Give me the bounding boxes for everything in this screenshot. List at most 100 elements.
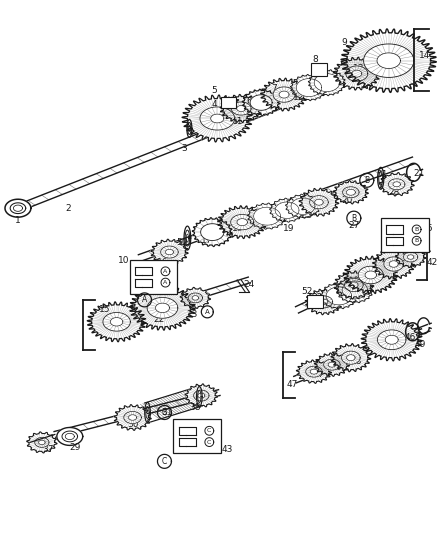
Text: 25: 25 — [300, 211, 312, 220]
Polygon shape — [57, 427, 83, 446]
Text: 45: 45 — [330, 363, 342, 372]
Text: 44: 44 — [311, 370, 322, 379]
Polygon shape — [185, 384, 218, 407]
Polygon shape — [314, 353, 350, 376]
Polygon shape — [291, 198, 315, 214]
Polygon shape — [261, 78, 307, 111]
Text: 5: 5 — [212, 86, 217, 95]
Text: A: A — [163, 280, 168, 285]
Text: B: B — [364, 176, 369, 185]
Polygon shape — [315, 296, 333, 308]
Text: 28: 28 — [388, 188, 399, 197]
Text: 16: 16 — [157, 257, 168, 266]
Text: 32: 32 — [311, 293, 323, 302]
Polygon shape — [403, 252, 418, 262]
Polygon shape — [343, 187, 359, 198]
Polygon shape — [320, 283, 357, 309]
Polygon shape — [180, 287, 211, 309]
Polygon shape — [342, 351, 360, 364]
Text: 11: 11 — [231, 117, 243, 126]
Polygon shape — [35, 438, 49, 447]
Text: 33: 33 — [343, 279, 355, 288]
Polygon shape — [188, 293, 202, 303]
Bar — [307, 295, 323, 308]
Polygon shape — [103, 312, 131, 331]
Bar — [381, 218, 428, 252]
Polygon shape — [124, 411, 141, 424]
Polygon shape — [342, 281, 367, 299]
Polygon shape — [326, 287, 352, 305]
Polygon shape — [286, 194, 321, 218]
Text: 46: 46 — [405, 333, 417, 342]
Text: 12: 12 — [313, 84, 325, 93]
Bar — [130, 260, 177, 294]
Text: B: B — [414, 238, 419, 243]
Text: 8: 8 — [312, 55, 318, 64]
Polygon shape — [218, 206, 267, 239]
Polygon shape — [346, 66, 368, 82]
Polygon shape — [331, 344, 371, 372]
Bar — [173, 419, 221, 454]
Polygon shape — [334, 271, 374, 299]
Text: 21: 21 — [413, 169, 424, 178]
Text: 17: 17 — [201, 236, 212, 245]
Polygon shape — [275, 202, 299, 219]
Polygon shape — [87, 302, 146, 342]
Text: 49: 49 — [415, 340, 426, 349]
Polygon shape — [379, 173, 414, 196]
Polygon shape — [27, 432, 57, 453]
Polygon shape — [242, 89, 280, 116]
Polygon shape — [364, 44, 414, 77]
Polygon shape — [389, 179, 405, 190]
Polygon shape — [231, 102, 251, 115]
Text: 48: 48 — [350, 357, 361, 366]
Polygon shape — [254, 207, 281, 225]
Text: 29: 29 — [69, 443, 81, 452]
Polygon shape — [333, 181, 368, 204]
Polygon shape — [361, 319, 422, 361]
Text: 6: 6 — [246, 97, 252, 106]
Text: A: A — [163, 269, 168, 274]
Text: C: C — [207, 429, 212, 433]
Text: 24: 24 — [244, 280, 255, 289]
Text: 35: 35 — [385, 259, 396, 268]
Polygon shape — [290, 75, 328, 101]
Polygon shape — [10, 203, 26, 214]
Text: 19: 19 — [277, 214, 289, 223]
Polygon shape — [306, 366, 322, 377]
Polygon shape — [324, 359, 340, 370]
Text: 1: 1 — [15, 216, 21, 224]
Text: 30: 30 — [127, 420, 138, 429]
Polygon shape — [194, 390, 209, 401]
Text: C: C — [207, 440, 212, 445]
Text: 14: 14 — [419, 51, 430, 60]
Text: 18: 18 — [231, 224, 243, 232]
Polygon shape — [273, 87, 295, 102]
Polygon shape — [201, 224, 224, 240]
Text: 31: 31 — [162, 408, 173, 417]
Polygon shape — [5, 199, 31, 217]
Text: 50: 50 — [177, 238, 188, 247]
Text: 32: 32 — [331, 287, 343, 296]
Text: 13: 13 — [353, 64, 364, 73]
Bar — [221, 96, 236, 108]
Polygon shape — [310, 196, 328, 209]
Text: 43: 43 — [222, 445, 233, 454]
Polygon shape — [305, 289, 343, 315]
Text: 10: 10 — [118, 255, 129, 264]
Polygon shape — [373, 249, 415, 279]
Polygon shape — [231, 214, 254, 230]
Text: 15: 15 — [99, 305, 110, 314]
Text: A: A — [142, 295, 147, 304]
Polygon shape — [358, 266, 383, 284]
Polygon shape — [200, 107, 235, 130]
Polygon shape — [378, 330, 406, 350]
Bar — [311, 63, 327, 76]
Polygon shape — [344, 256, 398, 294]
Polygon shape — [62, 431, 78, 442]
Polygon shape — [336, 277, 373, 303]
Polygon shape — [182, 95, 253, 142]
Text: 4: 4 — [212, 100, 217, 109]
Text: 38: 38 — [190, 403, 201, 412]
Text: 47: 47 — [286, 380, 298, 389]
